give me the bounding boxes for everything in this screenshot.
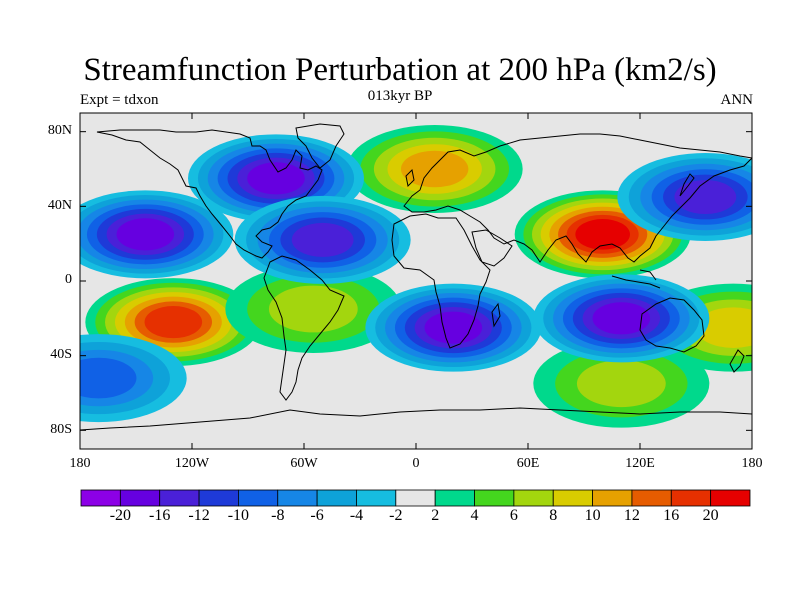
coastline-eurasia <box>403 133 752 263</box>
colorbar-label: 4 <box>470 507 479 524</box>
contour-band <box>400 150 469 188</box>
contour-band <box>695 307 752 348</box>
coastline-madagascar <box>491 302 501 328</box>
colorbar-label: 12 <box>623 507 640 524</box>
coastline-uk <box>405 168 415 188</box>
colorbar-box <box>356 489 397 507</box>
colorbar-label: 16 <box>663 507 680 524</box>
colorbar-box <box>277 489 318 507</box>
x-tick-label: 120E <box>625 456 655 471</box>
page-title: Streamfunction Perturbation at 200 hPa (… <box>83 52 717 88</box>
colorbar-label: -10 <box>227 507 250 524</box>
left-string: Expt = tdxon <box>80 92 159 108</box>
coastline-antarctica <box>80 407 752 431</box>
colorbar-box <box>552 489 593 507</box>
coastline-japan <box>679 173 695 197</box>
coastline-greenland <box>295 123 345 169</box>
y-tick-label: 40S <box>50 347 72 362</box>
colorbar <box>80 489 751 507</box>
colorbar-box <box>434 489 475 507</box>
coastline-arabia <box>471 229 513 267</box>
colorbar-box <box>710 489 751 507</box>
x-tick-label: 180 <box>69 456 91 471</box>
colorbar-box <box>198 489 239 507</box>
colorbar-box <box>80 489 121 507</box>
contour-band <box>247 162 305 195</box>
contour-low <box>234 195 411 284</box>
colorbar-box <box>474 489 515 507</box>
colorbar-label: 6 <box>509 507 518 524</box>
x-tick-label: 60E <box>516 456 540 471</box>
map-plot-area <box>79 112 753 450</box>
contour-band <box>575 219 630 250</box>
contour-band <box>291 222 354 257</box>
x-tick-label: 120W <box>174 456 210 471</box>
contour-low <box>188 134 364 223</box>
colorbar-box <box>513 489 554 507</box>
colorbar-box <box>592 489 633 507</box>
x-tick-label: 60W <box>290 456 318 471</box>
colorbar-box <box>159 489 200 507</box>
contour-low <box>617 153 752 241</box>
colorbar-box <box>631 489 672 507</box>
colorbar-label: -12 <box>188 507 210 524</box>
contour-low <box>533 274 710 363</box>
contour-band <box>674 180 737 214</box>
contour-high <box>533 339 710 428</box>
y-tick-label: 80N <box>47 123 72 138</box>
contour-low <box>365 283 542 372</box>
colorbar-label: -6 <box>310 507 324 524</box>
contour-band <box>116 218 175 251</box>
colorbar-label: -2 <box>389 507 403 524</box>
colorbar-label: -16 <box>149 507 171 524</box>
x-tick-label: 0 <box>412 456 420 471</box>
coastlines <box>80 123 752 431</box>
colorbar-label: 8 <box>549 507 558 524</box>
contour-low <box>80 334 187 423</box>
contour-band <box>592 302 651 335</box>
colorbar-label: -4 <box>349 507 364 524</box>
coastline-south-america <box>263 255 345 401</box>
contour-low <box>80 190 234 279</box>
axis-tick-marks <box>79 113 753 449</box>
contour-band <box>424 311 483 344</box>
contour-band <box>144 305 203 339</box>
colorbar-label: -20 <box>109 507 132 524</box>
coastline-north-america <box>96 129 323 259</box>
y-tick-label: 0 <box>65 272 72 287</box>
contour-band <box>80 357 137 399</box>
x-tick-label: 180 <box>741 456 763 471</box>
contour-high <box>225 265 402 353</box>
y-tick-label: 80S <box>50 422 72 437</box>
colorbar-label: 10 <box>584 507 601 524</box>
contour-band <box>268 285 358 333</box>
colorbar-label: 2 <box>431 507 440 524</box>
coastline-new-zealand <box>729 349 745 373</box>
contour-band <box>576 360 666 408</box>
coastline-indonesia <box>611 269 661 289</box>
colorbar-label: -8 <box>271 507 285 524</box>
y-tick-label: 40N <box>47 198 72 213</box>
colorbar-box <box>119 489 161 507</box>
colorbar-box <box>670 489 712 507</box>
colorbar-label: 20 <box>702 507 719 524</box>
coastline-australia <box>639 297 705 353</box>
colorbar-box <box>395 489 436 507</box>
colorbar-box <box>316 489 357 507</box>
center-string: 013kyr BP <box>367 88 433 104</box>
colorbar-box <box>238 489 279 507</box>
coastline-africa <box>391 213 491 349</box>
contour-high <box>346 125 523 213</box>
right-string: ANN <box>720 92 754 108</box>
